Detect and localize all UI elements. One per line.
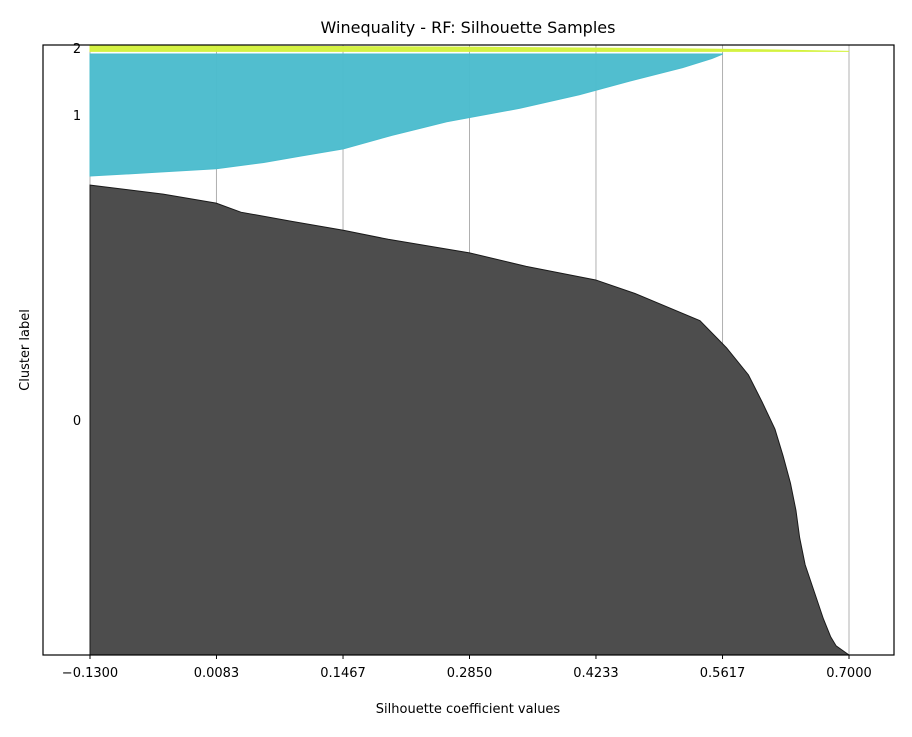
- y-axis-title: Cluster label: [18, 309, 33, 391]
- cluster-areas: [89, 44, 851, 656]
- cluster-2-label: 2: [73, 42, 81, 57]
- cluster-1-area: [89, 53, 723, 177]
- plot-frame: [42, 44, 895, 656]
- x-tick-label: 0.2850: [447, 666, 493, 681]
- x-tick-label: 0.1467: [320, 666, 366, 681]
- x-tick-label: 0.7000: [826, 666, 872, 681]
- x-axis-title: Silhouette coefficient values: [376, 702, 561, 717]
- x-tick-label: −0.1300: [62, 666, 118, 681]
- x-tick-label: 0.4233: [573, 666, 619, 681]
- cluster-0-area: [89, 184, 851, 656]
- x-tick-label: 0.5617: [700, 666, 746, 681]
- axis-ticks: −0.1300 0.0083 0.1467 0.2850 0.4233 0.5617 0.7…: [62, 42, 872, 681]
- cluster-0-label: 0: [73, 414, 81, 429]
- chart-title: Winequality - RF: Silhouette Samples: [321, 18, 616, 37]
- x-tick-label: 0.0083: [194, 666, 240, 681]
- cluster-1-label: 1: [73, 109, 81, 124]
